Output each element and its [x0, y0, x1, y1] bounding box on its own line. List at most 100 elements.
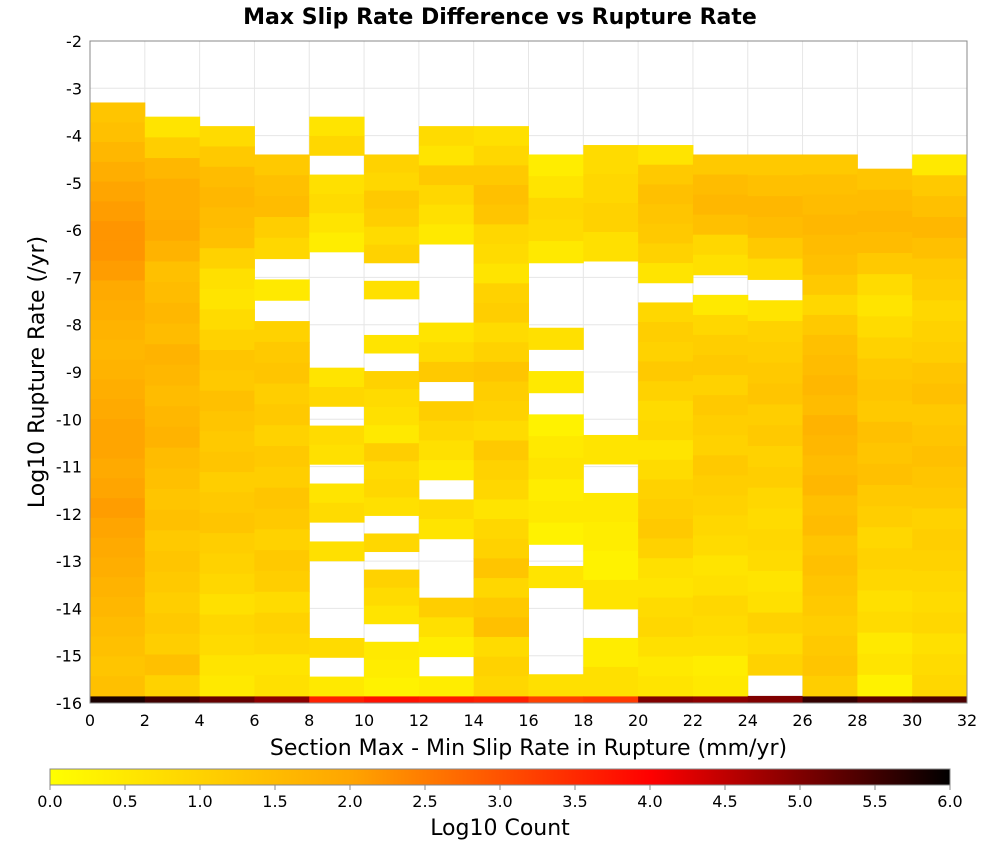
- heatmap-cell: [199, 675, 255, 697]
- heatmap-cell: [473, 185, 529, 206]
- colorbar-tick-label: 4.5: [712, 792, 737, 811]
- x-tick-label: 24: [738, 711, 758, 730]
- heatmap-cell: [692, 435, 749, 456]
- heatmap-cell: [254, 154, 310, 176]
- heatmap-cell: [912, 446, 968, 468]
- heatmap-cell: [90, 379, 146, 400]
- heatmap-cell: [638, 302, 694, 323]
- x-tick-label: 16: [518, 711, 538, 730]
- heatmap-cell: [418, 204, 475, 225]
- heatmap-cell: [583, 174, 639, 204]
- colorbar-tick-label: 5.0: [787, 792, 812, 811]
- x-axis-label: Section Max - Min Slip Rate in Rupture (…: [270, 736, 787, 761]
- heatmap-cell: [364, 154, 420, 174]
- heatmap-cell: [144, 364, 201, 387]
- heatmap-cell: [473, 145, 529, 166]
- heatmap-cell: [144, 633, 201, 656]
- heatmap-cell: [418, 460, 475, 481]
- heatmap-cell: [144, 426, 201, 449]
- heatmap-cell: [857, 695, 913, 703]
- y-tick-label: -2: [66, 32, 82, 51]
- heatmap-cell: [364, 190, 420, 210]
- heatmap-cell: [583, 203, 639, 233]
- heatmap-cell: [473, 420, 529, 441]
- heatmap-cell: [692, 595, 749, 617]
- heatmap-cell: [528, 154, 584, 177]
- heatmap-cell: [528, 327, 584, 350]
- heatmap-cell: [90, 339, 146, 361]
- heatmap-cell: [802, 675, 858, 697]
- heatmap-cell: [747, 570, 804, 593]
- heatmap-cell: [638, 440, 694, 461]
- heatmap-cell: [254, 237, 310, 260]
- heatmap-cell: [254, 591, 310, 614]
- heatmap-cell: [857, 632, 913, 655]
- heatmap-cell: [857, 400, 913, 423]
- heatmap-cell: [144, 137, 201, 159]
- heatmap-cell: [638, 263, 694, 284]
- heatmap-cell: [473, 322, 529, 343]
- heatmap-cell: [857, 253, 913, 275]
- heatmap-cell: [309, 367, 365, 388]
- heatmap-cell: [857, 379, 913, 402]
- heatmap-cell: [692, 334, 749, 356]
- heatmap-cell: [418, 401, 475, 422]
- heatmap-cell: [528, 371, 584, 394]
- colorbar: [49, 768, 951, 786]
- heatmap-cell: [418, 185, 475, 206]
- heatmap-cell: [638, 341, 694, 362]
- heatmap-cell: [254, 321, 310, 343]
- heatmap-cell: [364, 371, 420, 390]
- heatmap-cell: [692, 395, 749, 416]
- heatmap-cell: [418, 695, 475, 703]
- colorbar-label: Log10 Count: [430, 816, 570, 841]
- heatmap-cell: [309, 116, 365, 137]
- heatmap-cell: [638, 499, 694, 520]
- heatmap-cell: [583, 695, 639, 703]
- heatmap-cell: [473, 263, 529, 284]
- colorbar-tick-label: 1.0: [187, 792, 212, 811]
- heatmap-cell: [802, 555, 858, 577]
- heatmap-cell: [692, 495, 749, 516]
- heatmap-cell: [692, 194, 749, 216]
- heatmap-cell: [638, 617, 694, 638]
- heatmap-cell: [857, 168, 913, 191]
- heatmap-cell: [473, 440, 529, 461]
- heatmap-cell: [583, 666, 639, 697]
- heatmap-cell: [364, 443, 420, 462]
- heatmap-cell: [912, 279, 968, 301]
- heatmap-cell: [857, 274, 913, 296]
- heatmap-cell: [638, 695, 694, 703]
- heatmap-cell: [473, 204, 529, 225]
- heatmap-cell: [199, 451, 255, 473]
- heatmap-cell: [90, 102, 146, 123]
- heatmap-cell: [418, 636, 475, 658]
- heatmap-cell: [857, 210, 913, 233]
- heatmap-cell: [747, 654, 804, 676]
- heatmap-cell: [90, 695, 146, 703]
- heatmap-cell: [912, 258, 968, 280]
- heatmap-cell: [418, 145, 475, 166]
- heatmap-cell: [912, 508, 968, 530]
- heatmap-cell: [309, 232, 365, 253]
- heatmap-cell: [857, 674, 913, 697]
- heatmap-cell: [857, 611, 913, 634]
- heatmap-cell: [747, 383, 804, 405]
- heatmap-cell: [473, 656, 529, 677]
- heatmap-cell: [802, 174, 858, 196]
- heatmap-cell: [144, 158, 201, 180]
- heatmap-cell: [912, 216, 968, 239]
- y-tick-label: -16: [56, 694, 82, 713]
- heatmap-cell: [309, 444, 365, 465]
- heatmap-cell: [638, 479, 694, 500]
- heatmap-cell: [90, 676, 146, 697]
- heatmap-cell: [747, 508, 804, 530]
- heatmap-cell: [912, 175, 968, 197]
- heatmap-cell: [528, 176, 584, 199]
- heatmap-cell: [638, 676, 694, 697]
- x-tick-label: 2: [140, 711, 150, 730]
- heatmap-cell: [473, 636, 529, 658]
- heatmap-cell: [473, 381, 529, 402]
- heatmap-cell: [90, 478, 146, 499]
- heatmap-cell: [638, 145, 694, 166]
